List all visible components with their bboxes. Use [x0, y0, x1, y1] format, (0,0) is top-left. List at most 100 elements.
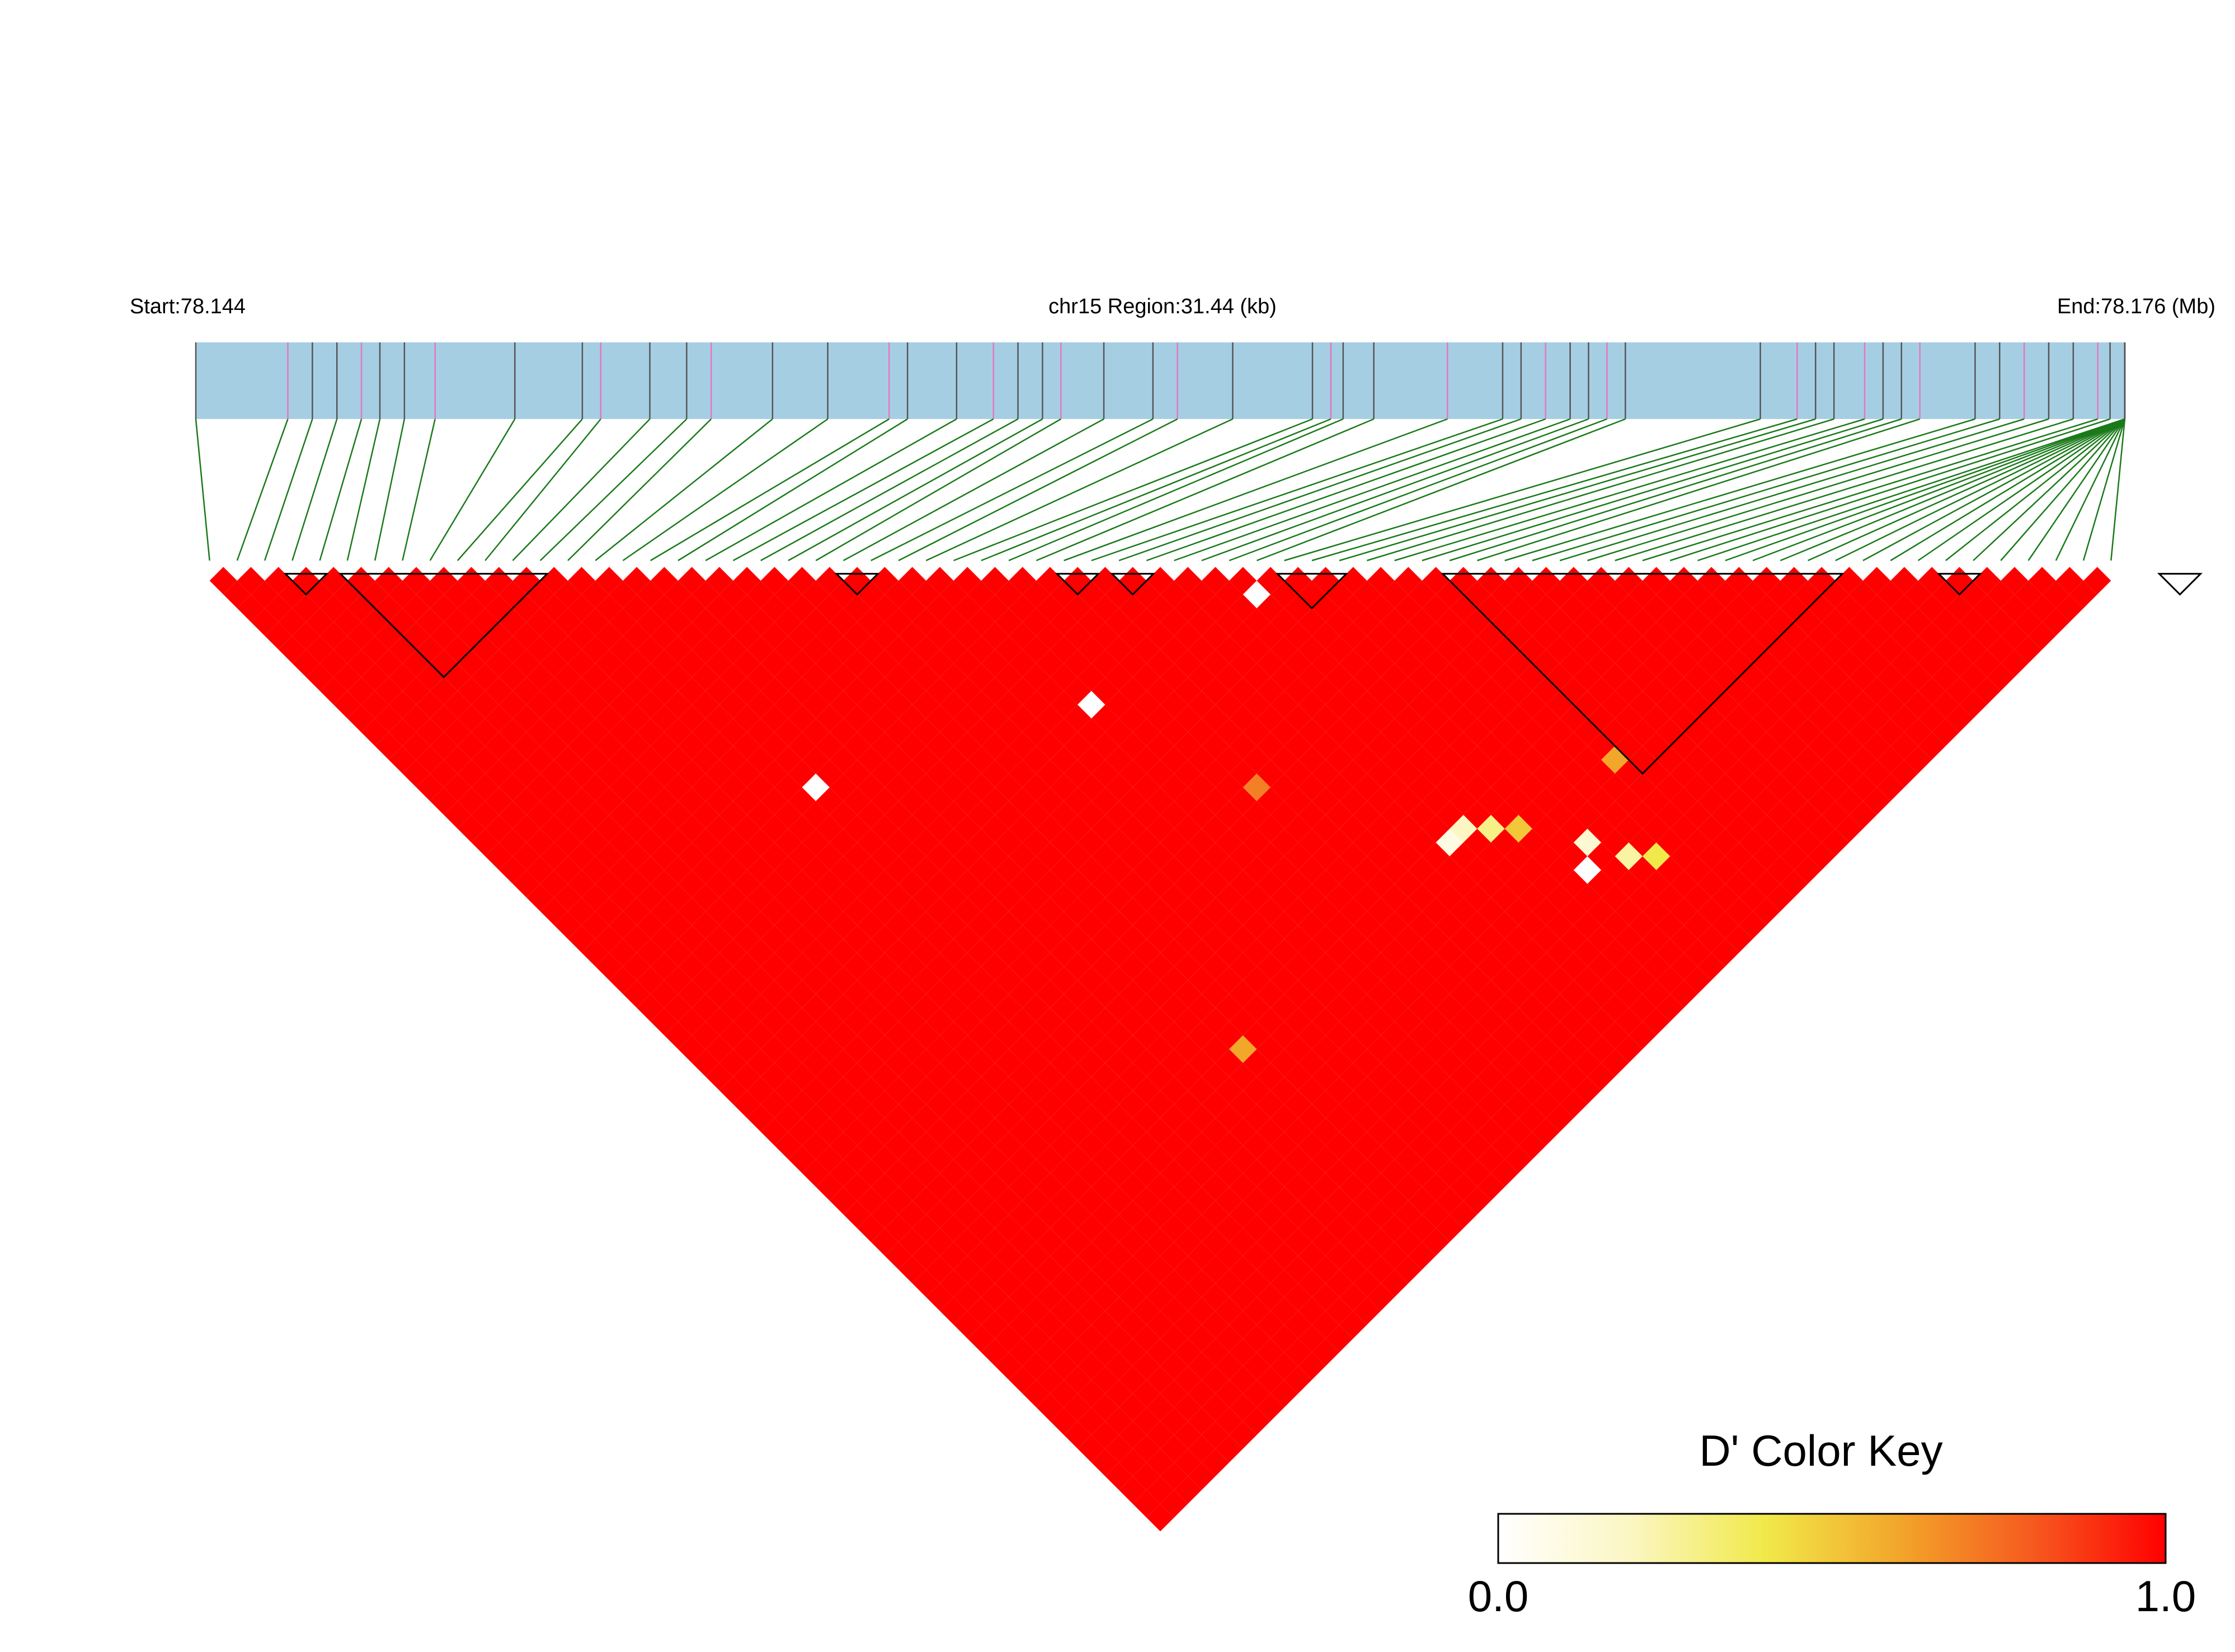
ld-cell: [1477, 925, 1505, 953]
ld-cell: [1229, 622, 1257, 650]
ld-cell: [1091, 732, 1119, 760]
haplotype-block-outline: [2157, 573, 2203, 596]
ld-cell: [1629, 581, 1657, 609]
ld-cell: [1243, 911, 1271, 939]
ld-cell: [843, 1201, 871, 1229]
ld-cell: [1573, 1049, 1602, 1077]
ld-cell: [857, 636, 885, 663]
ld-cell: [788, 897, 816, 925]
snp-connector: [1367, 418, 1834, 562]
ld-cell: [1105, 1297, 1133, 1325]
ld-cell: [1463, 911, 1491, 939]
snp-connector: [871, 418, 1154, 562]
ld-cell: [788, 567, 816, 595]
ld-cell: [1215, 966, 1243, 994]
ld-cell: [595, 870, 623, 898]
ld-cell: [1132, 994, 1160, 1022]
ld-cell: [967, 1297, 995, 1325]
ld-cell: [1491, 829, 1519, 856]
ld-cell: [1546, 1049, 1574, 1077]
ld-cell: [1504, 622, 1532, 650]
ld-cell: [1808, 732, 1836, 760]
ld-cell: [1298, 718, 1326, 746]
ld-cell: [1215, 746, 1243, 774]
ld-cell: [774, 1132, 802, 1160]
ld-cell: [1022, 829, 1050, 856]
ld-cell: [1022, 608, 1050, 636]
ld-cell: [829, 1187, 858, 1215]
ld-cell: [884, 939, 912, 967]
snp-connector: [815, 418, 1061, 562]
ld-cell: [1504, 594, 1532, 622]
snp-connector: [1146, 418, 1546, 562]
ld-cell: [1504, 787, 1532, 815]
ld-cell: [1546, 939, 1574, 967]
ld-cell: [1132, 1104, 1160, 1132]
ld-cell: [1422, 897, 1450, 925]
ld-cell: [1367, 925, 1395, 953]
ld-cell: [1725, 870, 1753, 898]
ld-cell: [1367, 842, 1395, 870]
ld-cell: [1105, 856, 1133, 884]
ld-cell: [691, 608, 719, 636]
ld-cell: [871, 622, 899, 650]
ld-cell: [526, 773, 554, 802]
ld-cell: [1477, 732, 1505, 760]
ld-cell: [1201, 1421, 1230, 1449]
ld-cell: [884, 746, 912, 774]
ld-cell: [1132, 1297, 1160, 1325]
ld-cell: [1697, 870, 1725, 898]
ld-cell: [1271, 1049, 1298, 1077]
ld-cell: [1353, 1049, 1381, 1077]
ld-cell: [1518, 801, 1546, 829]
ld-cell: [416, 773, 444, 802]
ld-cell: [1188, 829, 1216, 856]
ld-cell: [1243, 1214, 1271, 1242]
ld-cell: [1518, 608, 1546, 636]
ld-cell: [1808, 842, 1836, 870]
ld-cell: [1739, 856, 1767, 884]
ld-cell: [319, 677, 347, 705]
ld-cell: [1573, 773, 1602, 802]
ld-cell: [650, 594, 678, 622]
ld-cell: [1119, 1228, 1147, 1256]
ld-cell: [1050, 1269, 1078, 1297]
ld-cell: [1188, 1076, 1216, 1104]
ld-cell: [912, 1049, 940, 1077]
ld-cell: [967, 856, 995, 884]
ld-cell: [1036, 1228, 1064, 1256]
ld-cell: [1808, 704, 1836, 732]
ld-cell: [1132, 1490, 1160, 1518]
ld-cell: [1739, 883, 1767, 912]
snp-connector: [291, 418, 338, 561]
ld-cell: [1683, 718, 1712, 746]
ld-cell: [1656, 966, 1684, 994]
ld-cell: [1339, 1311, 1367, 1339]
ld-cell: [1794, 829, 1822, 856]
ld-cell: [1463, 994, 1491, 1022]
ld-cell: [1518, 773, 1546, 802]
snp-connector: [622, 418, 829, 562]
ld-cell: [664, 829, 692, 856]
ld-cell: [1367, 677, 1395, 705]
ld-cell: [1780, 704, 1808, 732]
ld-cell: [1450, 842, 1478, 870]
ld-cell: [1091, 1394, 1119, 1422]
ld-cell: [1587, 732, 1615, 760]
ld-cell: [1422, 567, 1450, 595]
ld-cell: [1229, 1421, 1257, 1449]
ld-cell: [1036, 704, 1064, 732]
ld-cell: [1904, 663, 1932, 691]
ld-cell: [1064, 622, 1091, 650]
ld-cell: [1009, 567, 1037, 595]
ld-cell: [816, 1173, 844, 1201]
ld-cell: [1311, 1090, 1340, 1118]
ld-cell: [981, 1338, 1009, 1366]
snp-connector: [264, 418, 313, 561]
ld-cell: [650, 1008, 678, 1036]
ld-cell: [1353, 1132, 1381, 1160]
ld-cell: [981, 1311, 1009, 1339]
ld-cell: [609, 663, 637, 691]
ld-cell: [1794, 608, 1822, 636]
ld-cell: [1298, 636, 1326, 663]
